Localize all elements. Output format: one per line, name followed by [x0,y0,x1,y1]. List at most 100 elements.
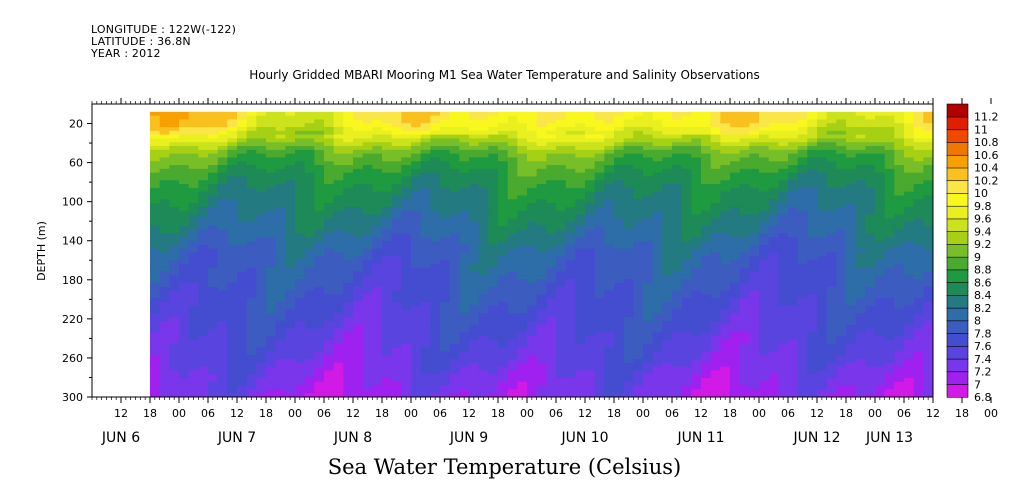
heatmap-cell [401,336,412,341]
heatmap-cell [614,320,625,326]
heatmap-cell [217,180,228,185]
heatmap-cell [575,130,586,136]
heatmap-cell [188,157,199,162]
heatmap-cell [681,138,692,143]
heatmap-cell [575,313,586,318]
heatmap-cell [285,233,296,238]
heatmap-cell [604,195,615,200]
heatmap-cell [256,351,267,356]
heatmap-cell [614,127,625,132]
heatmap-cell [498,111,509,117]
heatmap-cell [759,389,770,394]
heatmap-cell [449,260,460,265]
heatmap-cell [614,252,625,257]
heatmap-cell [401,263,412,269]
heatmap-cell [662,237,673,242]
heatmap-cell [546,263,557,269]
heatmap-cell [507,282,518,288]
heatmap-cell [633,134,644,140]
heatmap-cell [188,313,199,318]
heatmap-cell [778,218,789,223]
heatmap-cell [498,127,509,132]
heatmap-cell [304,347,315,352]
heatmap-cell [198,161,209,166]
heatmap-cell [759,138,770,143]
longitude-label: LONGITUDE : 122W(-122) [91,23,237,36]
heatmap-cell [401,271,412,276]
heatmap-cell [730,241,741,246]
heatmap-cell [217,294,228,299]
heatmap-cell [372,393,383,397]
heatmap-cell [652,138,663,143]
heatmap-cell [701,218,712,223]
heatmap-cell [546,336,557,341]
heatmap-cell [179,111,190,117]
heatmap-cell [730,248,741,254]
heatmap-cell [304,229,315,235]
heatmap-cell [730,339,741,345]
heatmap-cell [739,115,750,121]
heatmap-cell [411,172,422,178]
heatmap-cell [353,218,364,223]
heatmap-cell [652,225,663,231]
heatmap-cell [420,203,431,208]
heatmap-cell [372,225,383,231]
heatmap-cell [662,180,673,185]
heatmap-cell [304,149,315,155]
heatmap-cell [498,351,509,356]
heatmap-cell [440,229,451,235]
heatmap-cell [237,176,248,181]
heatmap-cell [217,366,228,371]
heatmap-cell [604,138,615,143]
heatmap-cell [150,214,161,219]
heatmap-cell [672,393,683,397]
heatmap-cell [275,210,286,216]
heatmap-cell [459,362,470,368]
heatmap-cell [208,320,219,326]
heatmap-cell [623,320,634,326]
heatmap-cell [430,168,441,174]
heatmap-cell [198,241,209,246]
heatmap-cell [720,241,731,246]
heatmap-cell [633,184,644,189]
heatmap-cell [246,298,257,303]
heatmap-cell [633,324,644,330]
heatmap-cell [150,225,161,231]
heatmap-cell [314,244,325,250]
heatmap-cell [275,222,286,227]
heatmap-cell [420,263,431,269]
heatmap-cell [295,123,306,128]
heatmap-cell [710,313,721,318]
heatmap-cell [246,263,257,269]
heatmap-cell [227,187,238,193]
heatmap-cell [517,206,528,212]
heatmap-cell [585,111,596,117]
heatmap-cell [691,362,702,368]
heatmap-cell [295,119,306,124]
heatmap-cell [430,370,441,375]
heatmap-cell [681,244,692,250]
heatmap-cell [217,123,228,128]
heatmap-cell [401,393,412,397]
heatmap-cell [662,248,673,254]
heatmap-cell [459,210,470,216]
heatmap-cell [681,248,692,254]
heatmap-cell [362,127,373,132]
heatmap-cell [594,237,605,242]
heatmap-cell [575,370,586,375]
heatmap-cell [401,134,412,140]
heatmap-cell [314,252,325,257]
heatmap-cell [623,328,634,333]
heatmap-cell [159,206,170,212]
heatmap-cell [208,241,219,246]
heatmap-cell [169,252,180,257]
heatmap-cell [256,222,267,227]
heatmap-cell [469,298,480,303]
heatmap-cell [179,180,190,185]
heatmap-cell [710,206,721,212]
heatmap-cell [565,362,576,368]
heatmap-cell [730,355,741,360]
heatmap-cell [556,115,567,121]
heatmap-cell [275,374,286,379]
heatmap-cell [227,233,238,238]
